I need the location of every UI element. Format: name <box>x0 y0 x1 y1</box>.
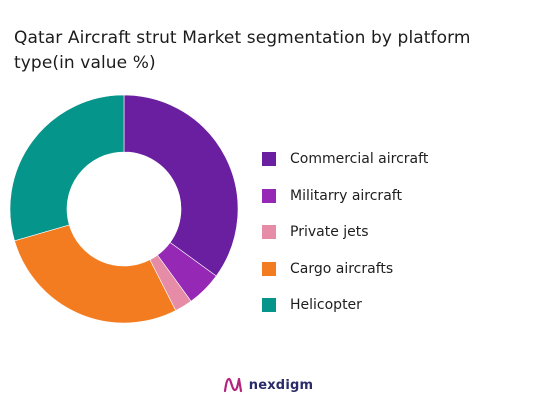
chart-title: Qatar Aircraft strut Market segmentation… <box>14 28 471 73</box>
donut-slice-cargo-aircrafts <box>14 224 177 324</box>
legend-item: Commercial aircraft <box>262 148 428 170</box>
legend-swatch <box>262 225 276 239</box>
nexdigm-logo-icon <box>223 377 242 393</box>
legend-label: Private jets <box>290 224 369 240</box>
chart-legend: Commercial aircraft Militarry aircraft Pri… <box>262 148 428 331</box>
brand-name: nexdigm <box>248 377 314 393</box>
legend-item: Cargo aircrafts <box>262 258 428 280</box>
legend-label: Helicopter <box>290 297 362 313</box>
brand-footer: nexdigm <box>0 376 536 394</box>
legend-item: Militarry aircraft <box>262 185 428 207</box>
legend-item: Private jets <box>262 221 428 243</box>
legend-label: Cargo aircrafts <box>290 260 394 277</box>
legend-item: Helicopter <box>262 294 428 316</box>
donut-slice-commercial-aircraft <box>123 94 239 277</box>
legend-label: Commercial aircraft <box>290 151 429 167</box>
donut-slice-helicopter <box>9 94 125 242</box>
donut-slices <box>9 94 239 324</box>
legend-label: Militarry aircraft <box>290 187 402 204</box>
legend-swatch <box>262 261 276 276</box>
legend-swatch <box>262 188 276 203</box>
legend-swatch <box>262 152 276 166</box>
legend-swatch <box>262 298 276 312</box>
